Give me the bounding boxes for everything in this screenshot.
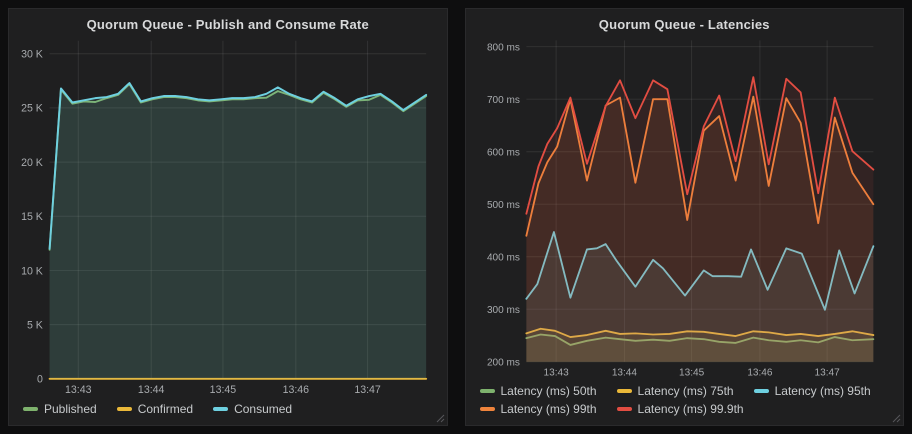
svg-text:13:44: 13:44: [138, 384, 165, 396]
legend-series-label: Latency (ms) 75th: [637, 384, 734, 398]
svg-text:13:45: 13:45: [679, 368, 705, 379]
svg-text:13:43: 13:43: [65, 384, 92, 396]
legend-item[interactable]: Confirmed: [116, 402, 194, 416]
svg-text:600 ms: 600 ms: [486, 147, 519, 158]
legend-series-swatch: [116, 407, 132, 411]
legend-item[interactable]: Consumed: [213, 402, 292, 416]
svg-text:13:44: 13:44: [611, 368, 637, 379]
legend-series-label: Published: [44, 402, 97, 416]
panel-title: Quorum Queue - Latencies: [598, 17, 770, 32]
svg-text:400 ms: 400 ms: [486, 252, 519, 263]
legend-item[interactable]: Latency (ms) 99.9th: [616, 402, 744, 416]
svg-text:13:47: 13:47: [354, 384, 381, 396]
svg-text:200 ms: 200 ms: [486, 357, 519, 368]
legend-series-swatch: [616, 407, 632, 411]
svg-text:13:47: 13:47: [814, 368, 840, 379]
legend-series-swatch: [753, 389, 769, 393]
legend-series-label: Latency (ms) 99.9th: [637, 402, 744, 416]
svg-text:700 ms: 700 ms: [486, 95, 519, 106]
panel-resize-handle[interactable]: [892, 414, 901, 423]
svg-text:13:43: 13:43: [543, 368, 569, 379]
legend-series-label: Latency (ms) 50th: [500, 384, 597, 398]
panel-title: Quorum Queue - Publish and Consume Rate: [86, 17, 369, 32]
legend-series-label: Latency (ms) 99th: [500, 402, 597, 416]
svg-text:300 ms: 300 ms: [486, 305, 519, 316]
legend-series-swatch: [479, 389, 495, 393]
legend-series-swatch: [213, 407, 229, 411]
publish-consume-chart[interactable]: 0 5 K 10 K 15 K 20 K 25 K 30 K 13:43 13:44 13:45 1…: [9, 34, 447, 399]
svg-text:20 K: 20 K: [21, 157, 43, 169]
legend: Published Confirmed Consumed: [9, 399, 447, 425]
svg-text:30 K: 30 K: [21, 49, 43, 61]
svg-text:10 K: 10 K: [21, 265, 43, 277]
legend-item[interactable]: Latency (ms) 99th: [479, 402, 597, 416]
legend-item[interactable]: Latency (ms) 50th: [479, 384, 597, 398]
svg-text:13:46: 13:46: [283, 384, 310, 396]
panel-resize-handle[interactable]: [436, 414, 445, 423]
legend-series-swatch: [23, 407, 38, 411]
svg-text:0: 0: [37, 374, 43, 386]
latencies-chart[interactable]: 200 ms 300 ms 400 ms 500 ms 600 ms 700 ms 800 …: [466, 34, 904, 381]
svg-text:800 ms: 800 ms: [486, 42, 519, 53]
legend-series-swatch: [616, 389, 632, 393]
svg-text:25 K: 25 K: [21, 103, 43, 115]
legend-item[interactable]: Latency (ms) 75th: [616, 384, 734, 398]
legend-series-label: Confirmed: [137, 402, 194, 416]
panel-publish-consume-rate: Quorum Queue - Publish and Consume Rate …: [8, 8, 448, 426]
svg-text:5 K: 5 K: [27, 320, 43, 332]
legend: Latency (ms) 50th Latency (ms) 75th Latenc…: [466, 381, 904, 425]
legend-series-label: Consumed: [234, 402, 293, 416]
panel-latencies: Quorum Queue - Latencies 200 ms 300 ms 400…: [464, 8, 904, 426]
svg-text:500 ms: 500 ms: [486, 200, 519, 211]
legend-series-label: Latency (ms) 95th: [774, 384, 871, 398]
svg-text:13:45: 13:45: [210, 384, 237, 396]
legend-item[interactable]: Published: [23, 402, 97, 416]
svg-text:13:46: 13:46: [747, 368, 773, 379]
legend-item[interactable]: Latency (ms) 95th: [753, 384, 871, 398]
svg-text:15 K: 15 K: [21, 211, 43, 223]
legend-series-swatch: [479, 407, 495, 411]
